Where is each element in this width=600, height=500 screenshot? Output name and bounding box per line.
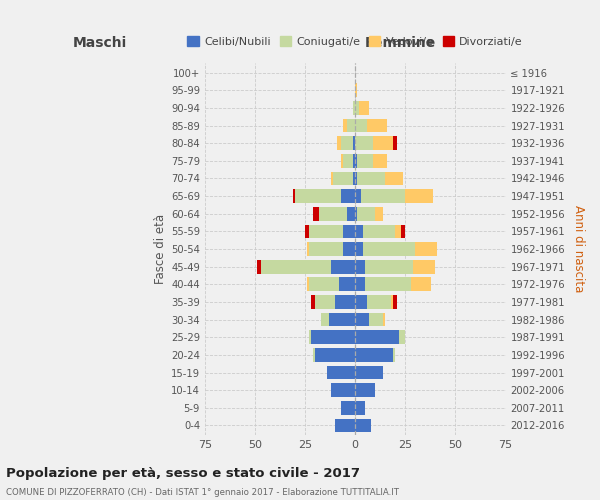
Bar — [355, 348, 394, 362]
Bar — [329, 312, 355, 326]
Bar — [383, 312, 385, 326]
Bar — [311, 295, 315, 309]
Bar — [395, 224, 401, 238]
Bar — [341, 189, 355, 203]
Bar — [353, 154, 355, 168]
Bar — [315, 295, 335, 309]
Bar — [413, 260, 436, 274]
Bar — [335, 295, 355, 309]
Bar — [391, 295, 394, 309]
Legend: Celibi/Nubili, Coniugati/e, Vedovi/e, Divorziati/e: Celibi/Nubili, Coniugati/e, Vedovi/e, Di… — [183, 32, 527, 51]
Bar — [331, 384, 355, 397]
Bar — [394, 136, 397, 150]
Y-axis label: Anni di nascita: Anni di nascita — [572, 206, 585, 292]
Bar — [353, 136, 355, 150]
Bar — [355, 330, 400, 344]
Bar — [355, 84, 357, 97]
Bar — [343, 118, 347, 132]
Bar — [257, 260, 261, 274]
Bar — [355, 154, 357, 168]
Bar — [355, 136, 373, 150]
Bar — [412, 278, 431, 291]
Bar — [327, 366, 355, 380]
Bar — [355, 118, 367, 132]
Bar — [295, 189, 341, 203]
Bar — [361, 189, 406, 203]
Bar — [355, 189, 361, 203]
Bar — [355, 172, 357, 185]
Bar — [365, 260, 413, 274]
Bar — [415, 242, 437, 256]
Bar — [355, 418, 371, 432]
Bar — [315, 348, 355, 362]
Bar — [373, 136, 394, 150]
Bar — [307, 242, 309, 256]
Bar — [367, 118, 387, 132]
Bar — [339, 278, 355, 291]
Bar — [321, 312, 329, 326]
Bar — [309, 224, 343, 238]
Bar — [331, 260, 355, 274]
Bar — [394, 295, 397, 309]
Bar — [293, 189, 295, 203]
Bar — [355, 224, 363, 238]
Bar — [313, 348, 315, 362]
Bar — [400, 330, 406, 344]
Bar — [343, 224, 355, 238]
Text: COMUNE DI PIZZOFERRATO (CH) - Dati ISTAT 1° gennaio 2017 - Elaborazione TUTTITAL: COMUNE DI PIZZOFERRATO (CH) - Dati ISTAT… — [6, 488, 399, 497]
Text: Femmine: Femmine — [365, 36, 436, 50]
Bar — [355, 207, 357, 220]
Bar — [341, 136, 353, 150]
Bar — [355, 242, 363, 256]
Bar — [355, 101, 359, 115]
Bar — [305, 224, 309, 238]
Bar — [355, 260, 365, 274]
Bar — [311, 330, 355, 344]
Bar — [353, 101, 355, 115]
Bar — [333, 172, 353, 185]
Bar — [347, 207, 355, 220]
Bar — [341, 154, 343, 168]
Bar — [341, 401, 355, 414]
Text: Maschi: Maschi — [73, 36, 127, 50]
Bar — [406, 189, 433, 203]
Bar — [367, 295, 391, 309]
Bar — [373, 154, 387, 168]
Bar — [319, 207, 347, 220]
Bar — [337, 136, 341, 150]
Bar — [309, 278, 339, 291]
Bar — [353, 172, 355, 185]
Bar — [355, 366, 383, 380]
Bar — [355, 278, 365, 291]
Bar — [335, 418, 355, 432]
Bar — [359, 101, 369, 115]
Bar — [309, 330, 311, 344]
Bar — [355, 401, 365, 414]
Y-axis label: Fasce di età: Fasce di età — [154, 214, 167, 284]
Bar — [331, 172, 333, 185]
Bar — [401, 224, 406, 238]
Bar — [309, 242, 343, 256]
Bar — [355, 312, 369, 326]
Bar — [347, 118, 355, 132]
Bar — [363, 242, 415, 256]
Bar — [385, 172, 403, 185]
Bar — [355, 295, 367, 309]
Bar — [355, 384, 375, 397]
Bar — [261, 260, 331, 274]
Bar — [357, 154, 373, 168]
Text: Popolazione per età, sesso e stato civile - 2017: Popolazione per età, sesso e stato civil… — [6, 468, 360, 480]
Bar — [357, 172, 385, 185]
Bar — [343, 154, 353, 168]
Bar — [307, 278, 309, 291]
Bar — [369, 312, 383, 326]
Bar — [365, 278, 412, 291]
Bar — [363, 224, 395, 238]
Bar — [394, 348, 395, 362]
Bar — [375, 207, 383, 220]
Bar — [357, 207, 375, 220]
Bar — [343, 242, 355, 256]
Bar — [313, 207, 319, 220]
